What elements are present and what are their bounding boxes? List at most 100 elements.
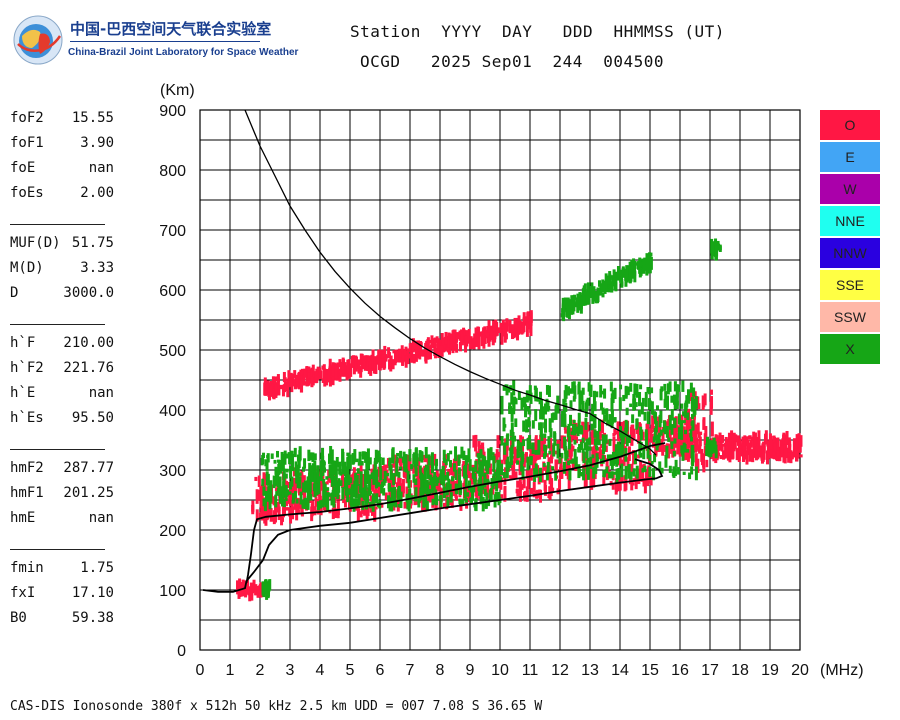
scatter-point-x <box>516 445 520 459</box>
parameter-panel: foF2 15.55 foF1 3.90 foE nan foEs 2.00 MUF(D) 51.… <box>10 108 140 633</box>
scatter-point-o <box>300 512 304 517</box>
scatter-point-o <box>399 460 403 466</box>
scatter-point-o <box>415 345 419 356</box>
scatter-point-x <box>442 486 446 491</box>
scatter-point-o <box>467 463 471 479</box>
scatter-point-x <box>355 458 359 463</box>
scatter-point-x <box>556 443 560 459</box>
scatter-point-x <box>268 498 272 510</box>
scatter-point-x <box>612 269 616 284</box>
scatter-point-x <box>642 268 646 274</box>
scatter-point-x <box>692 398 696 408</box>
scatter-point-o <box>575 436 579 444</box>
scatter-point-x <box>280 493 284 507</box>
scatter-point-x <box>337 478 341 486</box>
scatter-point-o <box>444 331 448 345</box>
scatter-point-x <box>512 400 516 415</box>
scatter-point-o <box>564 461 568 476</box>
scatter-point-x <box>317 482 321 494</box>
scatter-point-o <box>740 443 744 457</box>
scatter-point-x <box>360 489 364 498</box>
scatter-point-x <box>610 397 614 404</box>
scatter-point-x <box>614 282 618 292</box>
scatter-point-x <box>573 439 577 445</box>
scatter-point-x <box>505 459 509 472</box>
scatter-point-o <box>630 463 634 473</box>
scatter-point-o <box>310 503 314 517</box>
scatter-point-x <box>645 264 649 276</box>
scatter-point-o <box>590 431 594 445</box>
scatter-point-x <box>516 440 520 449</box>
scatter-point-x <box>558 458 562 464</box>
scatter-point-o <box>482 334 486 349</box>
scatter-point-o <box>753 432 757 447</box>
scatter-point-x <box>654 420 658 433</box>
scatter-point-x <box>510 436 514 441</box>
legend-item-sse: SSE <box>820 270 880 300</box>
scatter-point-o <box>331 508 335 520</box>
scatter-point-x <box>666 395 670 411</box>
scatter-point-x <box>395 471 399 477</box>
scatter-point-o <box>593 452 597 464</box>
scatter-point-x <box>274 494 278 508</box>
scatter-point-x <box>277 463 281 475</box>
scatter-point-x <box>610 471 614 479</box>
scatter-point-x <box>591 296 595 304</box>
scatter-point-x <box>645 253 649 268</box>
scatter-point-x <box>643 411 647 421</box>
scatter-point-x <box>675 384 679 398</box>
scatter-point-x <box>444 475 448 481</box>
scatter-point-x <box>487 500 491 507</box>
scatter-point-o <box>560 435 564 449</box>
scatter-point-x <box>405 468 409 473</box>
scatter-point-x <box>478 463 482 477</box>
scatter-point-o <box>694 453 698 467</box>
scatter-point-x <box>442 476 446 486</box>
scatter-point-o <box>697 403 701 410</box>
scatter-point-o <box>600 443 604 449</box>
scatter-point-o <box>598 425 602 441</box>
scatter-point-x <box>430 452 434 468</box>
scatter-point-o <box>768 433 772 444</box>
scatter-point-o <box>433 338 437 351</box>
scatter-point-x <box>457 467 461 475</box>
scatter-point-x <box>597 280 601 287</box>
scatter-point-o <box>764 430 768 445</box>
scatter-point-o <box>719 435 723 440</box>
scatter-point-x <box>375 495 379 504</box>
scatter-point-o <box>405 486 409 498</box>
scatter-point-x <box>449 450 453 455</box>
scatter-point-o <box>447 332 451 340</box>
scatter-point-x <box>306 484 310 498</box>
scatter-point-o <box>256 585 260 598</box>
lab-logo: 中国-巴西空间天气联合实验室 China-Brazil Joint Labora… <box>12 12 298 70</box>
scatter-point-o <box>387 347 391 359</box>
scatter-point-x <box>595 447 599 451</box>
scatter-point-x <box>503 424 507 428</box>
scatter-point-x <box>477 453 481 465</box>
scatter-point-o <box>338 359 342 368</box>
scatter-point-x <box>539 391 543 399</box>
scatter-point-x <box>601 390 605 395</box>
scatter-point-o <box>589 477 593 482</box>
scatter-point-x <box>718 244 722 252</box>
scatter-point-x <box>352 498 356 512</box>
scatter-point-o <box>413 482 417 488</box>
scatter-point-x <box>714 238 718 252</box>
scatter-point-o <box>469 336 473 348</box>
scatter-point-x <box>589 286 593 293</box>
scatter-point-x <box>653 454 657 463</box>
param-row: h`F 210.00 <box>10 333 140 358</box>
scatter-point-o <box>317 507 321 515</box>
scatter-point-x <box>361 454 365 460</box>
scatter-point-x <box>540 433 544 441</box>
scatter-point-o <box>263 377 267 387</box>
scatter-point-x <box>329 445 333 461</box>
scatter-point-o <box>741 436 745 444</box>
scatter-point-o <box>634 474 638 490</box>
scatter-point-x <box>524 404 528 418</box>
scatter-point-x <box>365 497 369 510</box>
scatter-point-x <box>381 481 385 488</box>
scatter-point-o <box>738 445 742 456</box>
scatter-point-x <box>627 464 631 479</box>
